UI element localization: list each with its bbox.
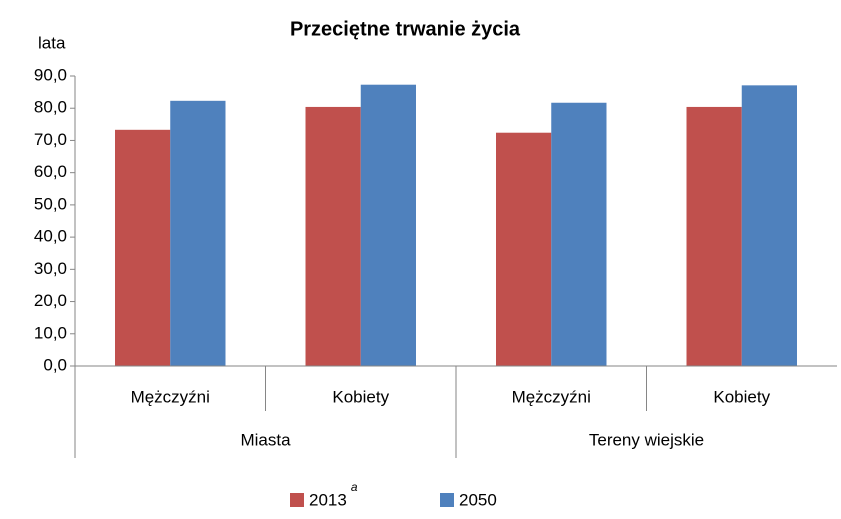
bar bbox=[686, 106, 742, 366]
group-label: Tereny wiejskie bbox=[589, 430, 704, 449]
y-tick-label: 50,0 bbox=[34, 194, 67, 213]
bar bbox=[496, 132, 552, 366]
chart-title: Przeciętne trwanie życia bbox=[290, 18, 521, 40]
y-tick-label: 20,0 bbox=[34, 291, 67, 310]
y-tick-label: 60,0 bbox=[34, 162, 67, 181]
legend-swatch bbox=[440, 493, 454, 507]
bar bbox=[551, 102, 607, 366]
legend-note: a bbox=[351, 480, 358, 494]
y-tick-label: 70,0 bbox=[34, 130, 67, 149]
x-tick-label: Kobiety bbox=[332, 387, 389, 406]
y-tick-label: 10,0 bbox=[34, 323, 67, 342]
legend-label: 2013 bbox=[309, 490, 347, 509]
y-tick-label: 0,0 bbox=[43, 355, 67, 374]
y-tick-label: 80,0 bbox=[34, 98, 67, 117]
bar bbox=[360, 84, 416, 366]
y-tick-label: 90,0 bbox=[34, 65, 67, 84]
bar bbox=[305, 106, 361, 366]
y-tick-label: 30,0 bbox=[34, 259, 67, 278]
x-tick-label: Mężczyźni bbox=[131, 387, 210, 406]
x-tick-label: Kobiety bbox=[713, 387, 770, 406]
bar bbox=[115, 129, 171, 366]
group-label: Miasta bbox=[240, 430, 291, 449]
y-tick-label: 40,0 bbox=[34, 227, 67, 246]
bar bbox=[170, 100, 226, 367]
y-axis-label: lata bbox=[38, 33, 66, 52]
legend-label: 2050 bbox=[459, 490, 497, 509]
bar bbox=[741, 85, 797, 366]
x-tick-label: Mężczyźni bbox=[512, 387, 591, 406]
legend-swatch bbox=[290, 493, 304, 507]
